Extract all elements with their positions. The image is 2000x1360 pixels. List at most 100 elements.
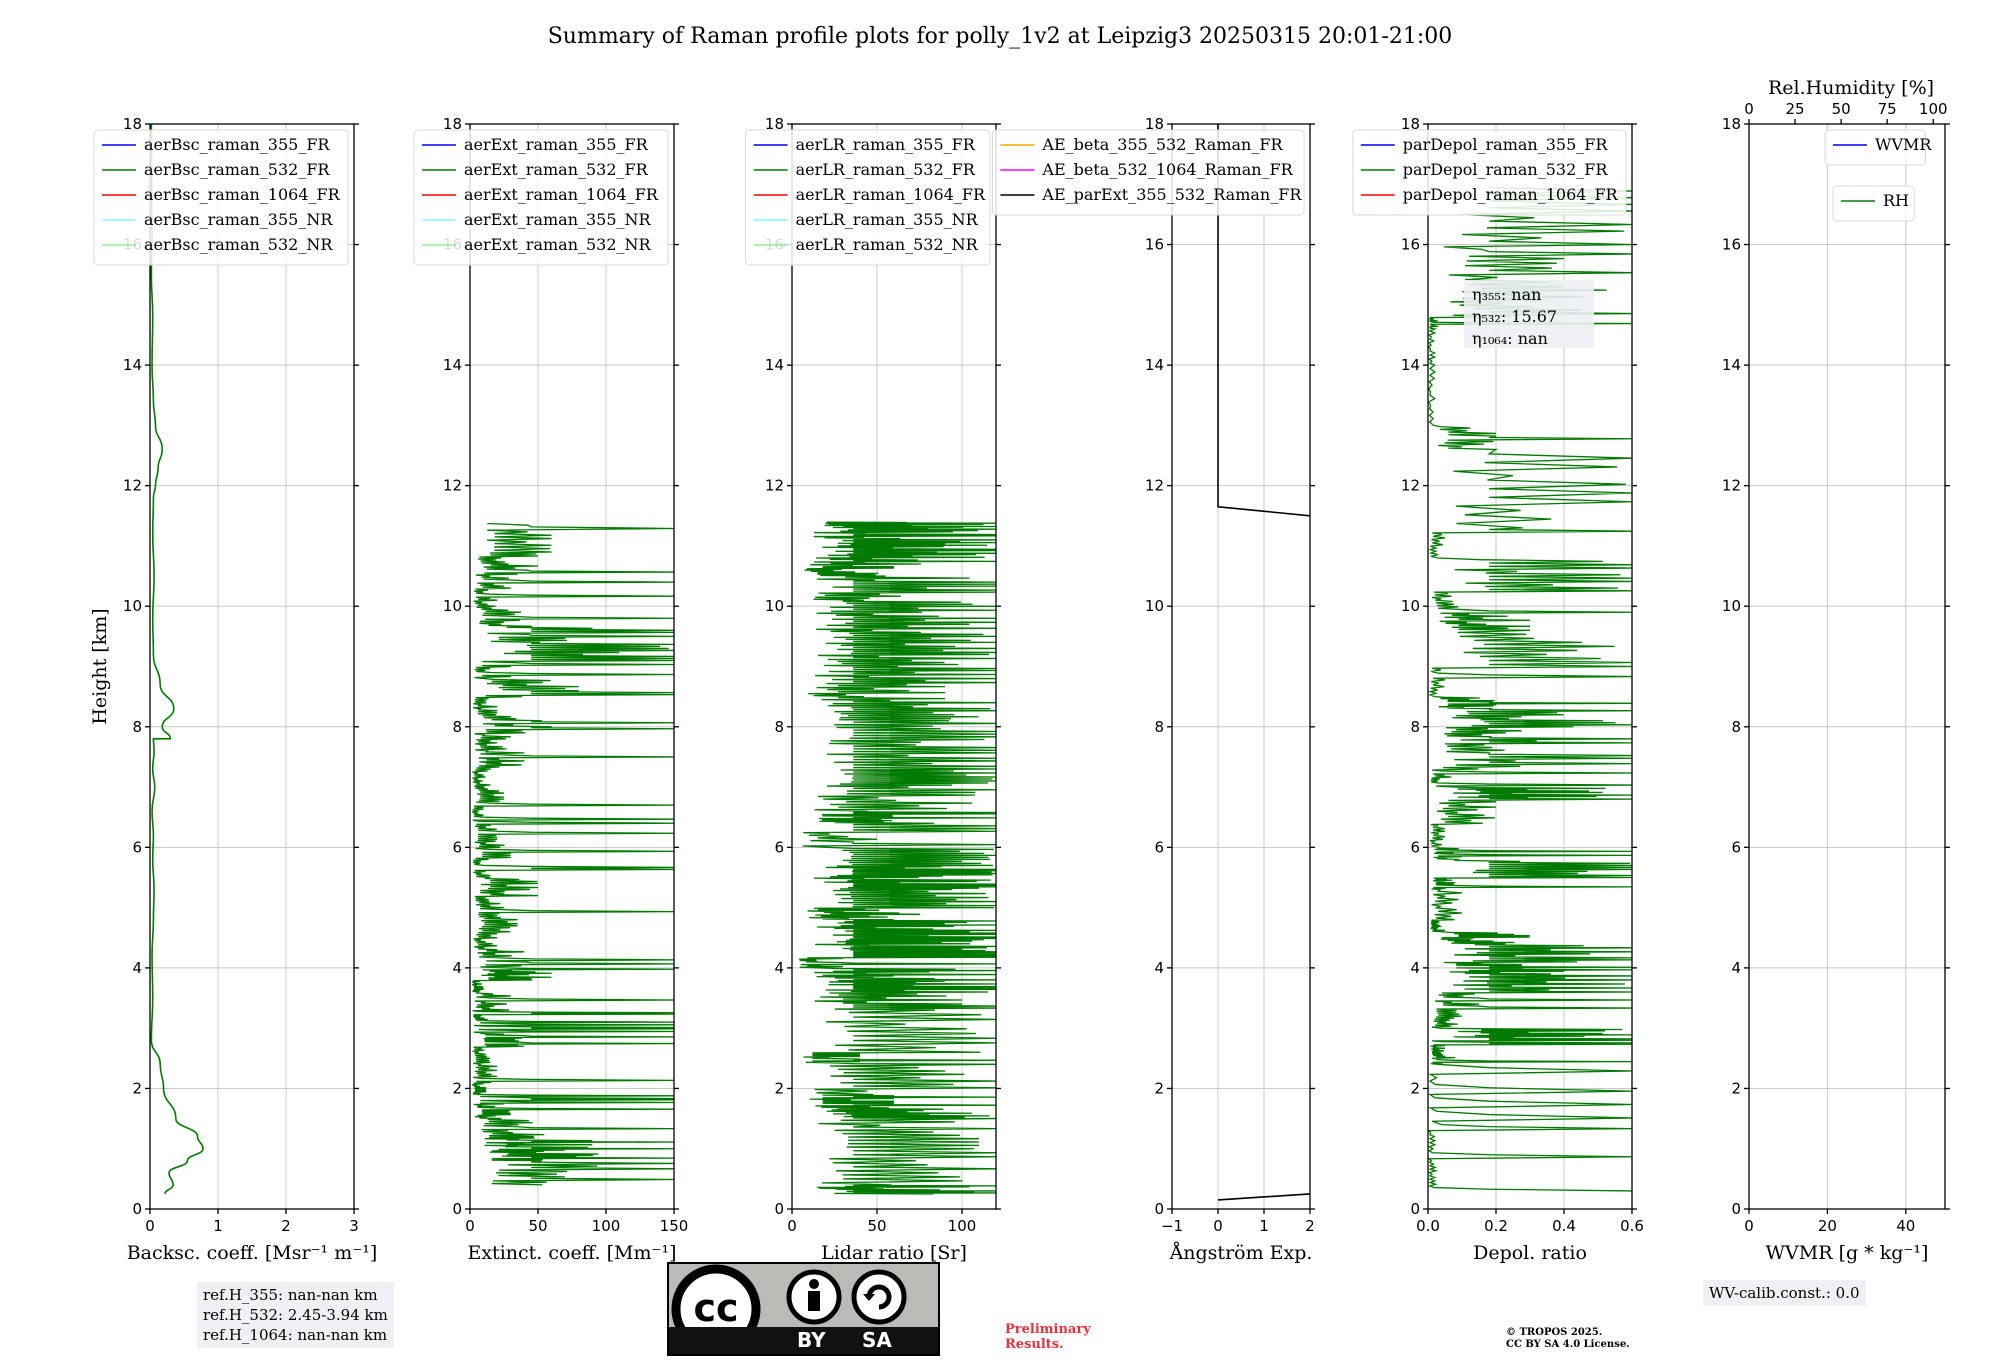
- series-line-parDepol_raman_532_FR: [1428, 186, 1632, 1192]
- y-tick-label: 18: [123, 115, 142, 133]
- x-tick-label: 50: [528, 1217, 547, 1235]
- series-line-aerBsc_raman_532_FR: [150, 124, 204, 1195]
- y-tick-label: 8: [774, 718, 784, 736]
- x-tick-label: 1: [1259, 1217, 1269, 1235]
- series-segment-AE_parExt_355_532_Raman_FR: [1217, 1193, 1310, 1201]
- y-tick-label: 18: [1145, 115, 1164, 133]
- legend-entry: aerExt_raman_1064_FR: [464, 185, 659, 204]
- copyright-line-2: CC BY SA 4.0 License.: [1506, 1339, 1630, 1350]
- y-tick-label: 12: [1145, 477, 1164, 495]
- y-tick-label: 8: [1154, 718, 1164, 736]
- x-tick-label: 0.4: [1552, 1217, 1576, 1235]
- x2-tick-label: 0: [1744, 100, 1754, 118]
- eta-annotation: η₃₅₅: nan η₅₃₂: 15.67 η₁₀₆₄: nan: [1464, 280, 1594, 348]
- y-tick-label: 16: [1145, 236, 1164, 254]
- legend-entry: parDepol_raman_532_FR: [1403, 160, 1609, 179]
- x-tick-label: 50: [867, 1217, 886, 1235]
- legend-entry: aerLR_raman_355_FR: [796, 135, 976, 154]
- preliminary-line-2: Results.: [1005, 1337, 1064, 1352]
- y-tick-label: 4: [132, 959, 142, 977]
- legend-entry: RH: [1883, 191, 1909, 210]
- y-tick-label: 2: [452, 1079, 462, 1097]
- y-tick-label: 4: [1154, 959, 1164, 977]
- y-tick-label: 0: [1731, 1200, 1741, 1218]
- y-tick-label: 14: [1145, 356, 1164, 374]
- x2-tick-label: 25: [1786, 100, 1805, 118]
- license-sa: SA: [862, 1328, 892, 1352]
- legend-entry: aerBsc_raman_532_NR: [144, 235, 333, 254]
- y-tick-label: 14: [765, 356, 784, 374]
- legend-entry: aerBsc_raman_532_FR: [144, 160, 330, 179]
- legend-box: [413, 129, 669, 266]
- series-segment-AE_parExt_355_532_Raman_FR: [1217, 124, 1310, 517]
- y-tick-label: 10: [123, 597, 142, 615]
- legend-entry: AE_parExt_355_532_Raman_FR: [1041, 185, 1302, 204]
- x-tick-label: 0.0: [1416, 1217, 1440, 1235]
- y-tick-label: 18: [765, 115, 784, 133]
- plot-frame: [1171, 123, 1311, 1210]
- legend-entry: parDepol_raman_1064_FR: [1403, 185, 1619, 204]
- y-tick-label: 6: [1410, 838, 1420, 856]
- y-tick-label: 14: [443, 356, 462, 374]
- x2-tick-label: 75: [1878, 100, 1897, 118]
- preliminary-line-1: Preliminary: [1005, 1322, 1091, 1337]
- y-tick-label: 0: [452, 1200, 462, 1218]
- x-tick-label: 3: [349, 1217, 359, 1235]
- legend-entry: aerLR_raman_532_FR: [796, 160, 976, 179]
- y-tick-label: 0: [132, 1200, 142, 1218]
- y-tick-label: 16: [1401, 236, 1420, 254]
- x-axis-label: WVMR [g * kg⁻¹]: [1766, 1242, 1929, 1264]
- y-tick-label: 12: [1722, 477, 1741, 495]
- y-tick-label: 14: [1722, 356, 1741, 374]
- x-tick-label: 0.6: [1620, 1217, 1644, 1235]
- legend: aerExt_raman_355_FR aerExt_raman_532_FRae…: [413, 129, 669, 266]
- y-axis-label: Height [km]: [89, 608, 111, 724]
- legend-box: [745, 129, 991, 266]
- x2-tick-label: 50: [1832, 100, 1851, 118]
- x-tick-label: 2: [1305, 1217, 1315, 1235]
- y-tick-label: 2: [1410, 1079, 1420, 1097]
- x-tick-label: 1: [213, 1217, 223, 1235]
- x-tick-label: 150: [660, 1217, 689, 1235]
- legend-box: [1352, 129, 1627, 216]
- y-tick-label: 2: [132, 1079, 142, 1097]
- series-line-aerExt_raman_532_FR: [471, 522, 674, 1186]
- y-tick-label: 12: [123, 477, 142, 495]
- legend-entry: WVMR: [1875, 135, 1932, 154]
- legend-box: [1824, 129, 1926, 166]
- annotation-line: η₁₀₆₄: nan: [1472, 329, 1548, 348]
- y-tick-label: 0: [774, 1200, 784, 1218]
- y-tick-label: 6: [774, 838, 784, 856]
- y-tick-label: 8: [1731, 718, 1741, 736]
- series-group: [150, 124, 204, 1195]
- wv-calib-text: WV-calib.const.: 0.0: [1709, 1284, 1860, 1302]
- legend: aerLR_raman_355_FR aerLR_raman_532_FR aerL…: [745, 129, 991, 266]
- x-tick-label: 100: [592, 1217, 621, 1235]
- y-tick-label: 12: [1401, 477, 1420, 495]
- legend-entry: aerLR_raman_1064_FR: [796, 185, 986, 204]
- y-tick-label: 10: [1401, 597, 1420, 615]
- y-tick-label: 18: [443, 115, 462, 133]
- legend-entry: aerExt_raman_532_NR: [464, 235, 652, 254]
- legend-entry: AE_beta_532_1064_Raman_FR: [1041, 160, 1293, 179]
- preliminary-note: Preliminary Results.: [1005, 1322, 1091, 1352]
- legend: parDepol_raman_355_FR parDepol_raman_532_…: [1352, 129, 1627, 216]
- legend: WVMR: [1824, 129, 1932, 166]
- plot-frame: [1427, 123, 1633, 1210]
- y-tick-label: 2: [1154, 1079, 1164, 1097]
- copyright-line-1: © TROPOS 2025.: [1506, 1327, 1603, 1338]
- panels: 0246810121416180123Backsc. coeff. [Msr⁻¹…: [89, 77, 1950, 1264]
- plot-frame: [469, 123, 675, 1210]
- plot-frame: [791, 123, 997, 1210]
- y-tick-label: 0: [1154, 1200, 1164, 1218]
- x-tick-label: 0: [465, 1217, 475, 1235]
- y-tick-label: 18: [1401, 115, 1420, 133]
- wv-calib-box: WV-calib.const.: 0.0: [1703, 1280, 1866, 1306]
- y-tick-label: 8: [132, 718, 142, 736]
- x-axis-label: Extinct. coeff. [Mm⁻¹]: [467, 1242, 676, 1264]
- y-tick-label: 10: [765, 597, 784, 615]
- y-tick-label: 6: [1731, 838, 1741, 856]
